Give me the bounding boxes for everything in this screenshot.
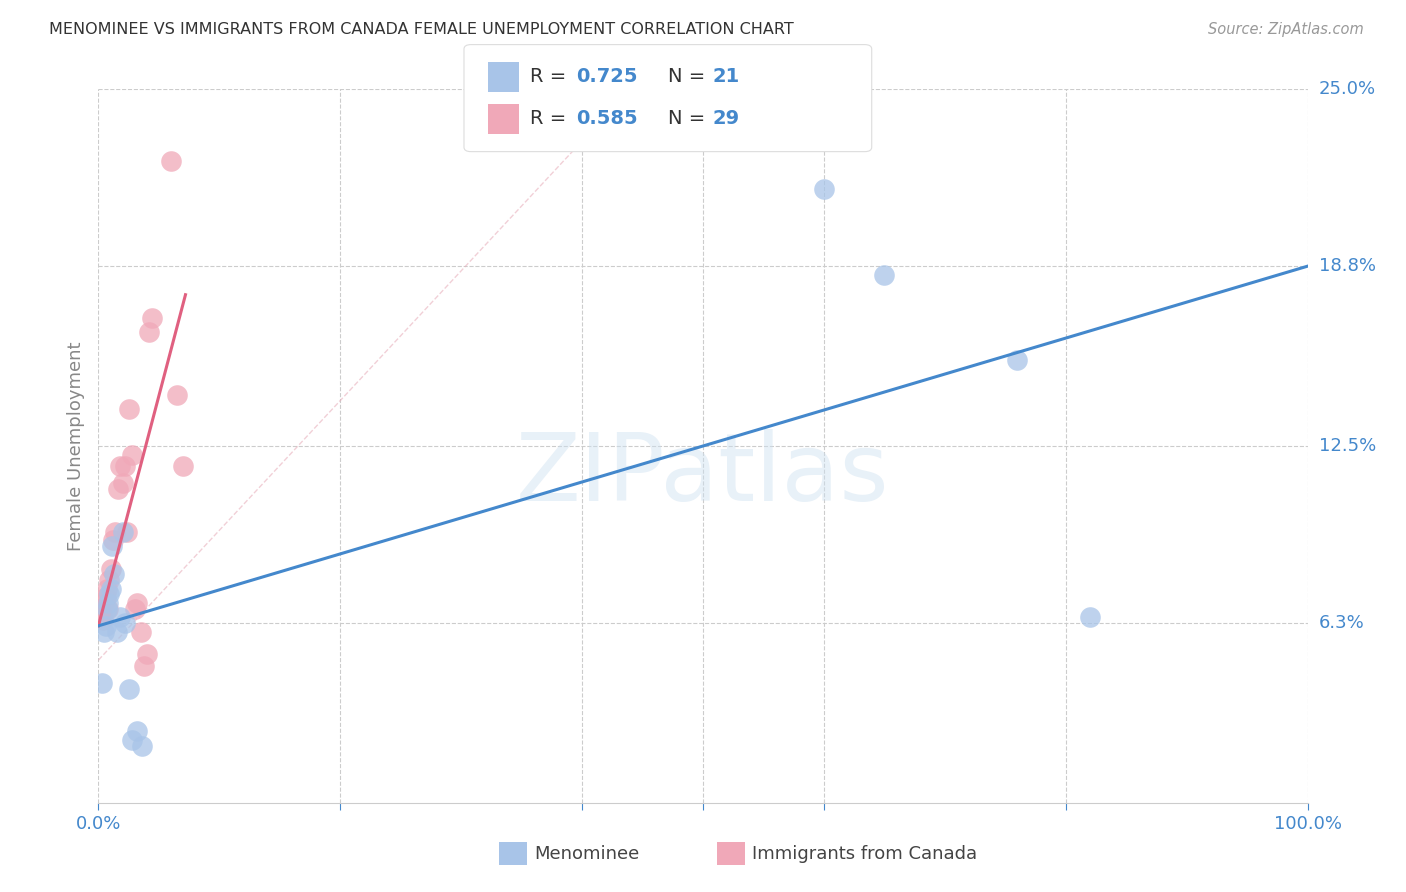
Point — [91, 676, 114, 690]
Point — [105, 624, 128, 639]
Point — [141, 310, 163, 325]
Text: 6.3%: 6.3% — [1319, 614, 1364, 632]
Point — [100, 562, 122, 576]
Point — [121, 733, 143, 747]
Text: ZIPatlas: ZIPatlas — [516, 428, 890, 521]
Point — [127, 724, 149, 739]
Point — [107, 482, 129, 496]
Point — [100, 539, 122, 553]
Point — [97, 601, 120, 615]
Text: 25.0%: 25.0% — [1319, 80, 1376, 98]
Point — [114, 615, 136, 630]
Text: Menominee: Menominee — [534, 845, 640, 863]
Point — [114, 458, 136, 473]
Point — [96, 601, 118, 615]
Text: 0.725: 0.725 — [576, 67, 638, 87]
Point — [91, 613, 114, 627]
Point — [94, 619, 117, 633]
Point — [98, 573, 121, 587]
Point — [124, 601, 146, 615]
Point — [166, 387, 188, 401]
Point — [111, 476, 134, 491]
Point — [93, 624, 115, 639]
Point — [1078, 610, 1101, 624]
Point — [118, 681, 141, 696]
Point — [121, 448, 143, 462]
Text: N =: N = — [668, 109, 711, 128]
Text: 21: 21 — [713, 67, 740, 87]
Text: MENOMINEE VS IMMIGRANTS FROM CANADA FEMALE UNEMPLOYMENT CORRELATION CHART: MENOMINEE VS IMMIGRANTS FROM CANADA FEMA… — [49, 22, 794, 37]
Point — [104, 524, 127, 539]
Point — [813, 182, 835, 196]
Point — [108, 610, 131, 624]
Point — [1007, 353, 1029, 368]
Point — [873, 268, 896, 282]
Text: Immigrants from Canada: Immigrants from Canada — [752, 845, 977, 863]
Text: R =: R = — [530, 109, 572, 128]
Text: 29: 29 — [713, 109, 740, 128]
Point — [89, 610, 111, 624]
Point — [134, 658, 156, 673]
Point — [96, 582, 118, 596]
Point — [94, 591, 117, 605]
Point — [93, 596, 115, 610]
Point — [131, 739, 153, 753]
Text: 18.8%: 18.8% — [1319, 257, 1375, 275]
Y-axis label: Female Unemployment: Female Unemployment — [66, 342, 84, 550]
Point — [135, 648, 157, 662]
Point — [129, 624, 152, 639]
Point — [118, 401, 141, 416]
Text: Source: ZipAtlas.com: Source: ZipAtlas.com — [1208, 22, 1364, 37]
Point — [91, 607, 114, 622]
Text: 0.585: 0.585 — [576, 109, 638, 128]
Point — [97, 596, 120, 610]
Point — [101, 533, 124, 548]
Text: R =: R = — [530, 67, 572, 87]
Text: N =: N = — [668, 67, 711, 87]
Point — [90, 601, 112, 615]
Point — [111, 524, 134, 539]
Point — [108, 458, 131, 473]
Point — [138, 325, 160, 339]
Point — [117, 524, 139, 539]
Point — [100, 582, 122, 596]
Point — [160, 153, 183, 168]
Point — [127, 596, 149, 610]
Point — [98, 587, 121, 601]
Point — [103, 567, 125, 582]
Point — [172, 458, 194, 473]
Text: 12.5%: 12.5% — [1319, 437, 1376, 455]
